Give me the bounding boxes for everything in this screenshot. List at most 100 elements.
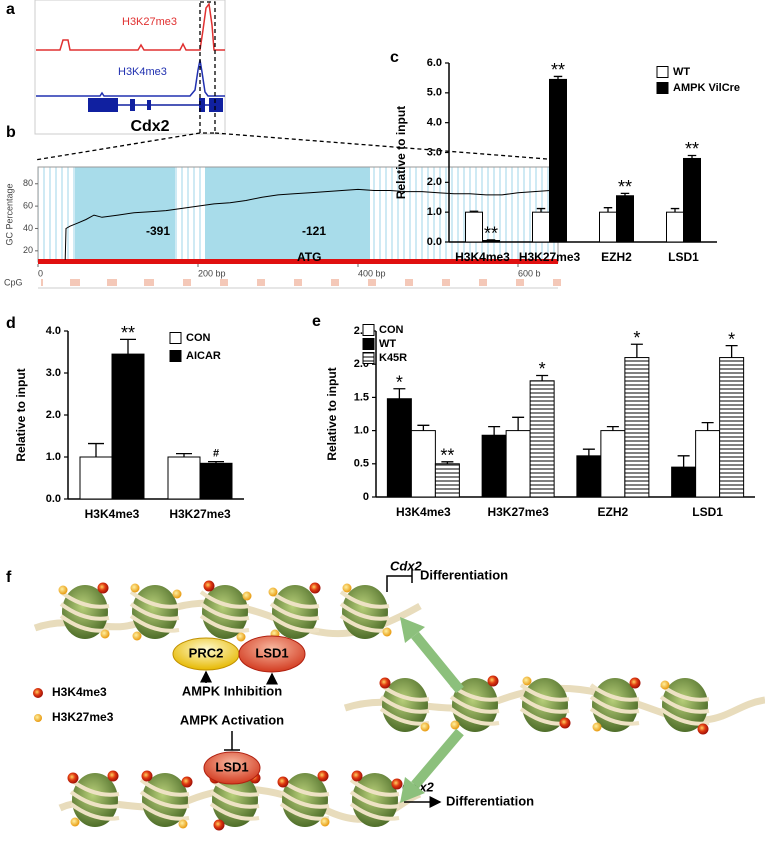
dna-wrap (349, 802, 400, 821)
error-bar (670, 207, 680, 213)
gene-exon (209, 98, 223, 112)
legend-swatch (362, 352, 375, 364)
significance: ** (618, 177, 632, 197)
bar (695, 430, 721, 498)
legend-swatch (362, 324, 375, 336)
error-bar (469, 210, 479, 213)
y-tick-label: 4.0 (46, 325, 61, 337)
gene-exon (199, 98, 205, 112)
y-tick-label: 2.0 (46, 409, 61, 421)
error-bar (630, 343, 643, 358)
dna-wrap (69, 802, 120, 821)
legend-label: H3K27me3 (52, 710, 114, 724)
condition: AMPK Activation (180, 712, 284, 727)
legend-swatch (169, 332, 182, 344)
gene-name: Cdx2 (390, 558, 423, 573)
error-bar (176, 452, 192, 457)
y-tick-label: 1.5 (354, 391, 369, 403)
bar (600, 430, 626, 498)
error-bar (603, 207, 613, 213)
dna-wrap (129, 614, 180, 633)
cpg-island (205, 167, 370, 262)
h3k27me3-mark (130, 583, 140, 593)
error-bar (620, 192, 630, 196)
significance: * (728, 329, 735, 349)
h3k4me3-mark (351, 770, 363, 782)
transition-arrow (411, 728, 464, 789)
x-tick-label: LSD1 (668, 250, 699, 264)
h3k27me3-mark (660, 680, 670, 690)
h3k27me3-mark (592, 722, 602, 732)
h3k27me3-mark (58, 585, 68, 595)
track-label: H3K4me3 (118, 66, 167, 78)
significance: * (396, 373, 403, 393)
bar (79, 456, 113, 500)
error-bar (687, 154, 697, 159)
significance: * (633, 328, 640, 348)
gc-line (64, 188, 559, 260)
h3k27me3-mark (236, 632, 246, 642)
error-bar (582, 448, 595, 456)
error-bar (417, 424, 430, 431)
bar (616, 195, 634, 243)
bar (624, 357, 650, 498)
error-bar (88, 442, 104, 457)
dna-wrap (659, 707, 710, 726)
bar (532, 211, 550, 243)
legend-label: CON (379, 324, 404, 336)
outcome: Differentiation (446, 793, 534, 808)
y-tick-label: 1.0 (354, 425, 369, 437)
outcome: Differentiation (420, 567, 508, 582)
h3k4me3-mark (181, 776, 193, 788)
h3k27me3-mark (450, 720, 460, 730)
bar (505, 430, 531, 498)
legend-swatch (169, 350, 182, 362)
h3k27me3-mark (178, 819, 188, 829)
h3k4me3-mark (309, 582, 321, 594)
gene-exon (147, 100, 151, 110)
h3k4me3-mark (97, 582, 109, 594)
error-bar (488, 425, 501, 436)
error-bar (120, 338, 136, 355)
legend-label: WT (673, 66, 690, 78)
complex-label: LSD1 (215, 759, 248, 774)
significance: ** (551, 60, 565, 80)
lsd1-complex (203, 751, 261, 785)
panel-label: b (6, 124, 16, 141)
error-bar (606, 425, 619, 431)
h3k4me3-mark (277, 776, 289, 788)
h3k27me3-mark (172, 589, 182, 599)
legend-swatch (656, 82, 669, 94)
y-tick-label: 3.0 (46, 367, 61, 379)
h3k4me3-mark (487, 675, 499, 687)
annotation: -121 (302, 224, 326, 238)
error-bar (553, 75, 563, 80)
significance: ** (484, 224, 498, 244)
genome-browser: H3K27me3 H3K4me3 Cdx2 (34, 0, 561, 161)
dna-wrap (69, 790, 120, 809)
legend-label: AICAR (186, 350, 221, 362)
legend-label: CON (186, 332, 211, 344)
zoom-line (214, 132, 561, 161)
significance: ** (440, 446, 454, 466)
y-axis-label: GC Percentage (4, 183, 14, 245)
h3k27me3-track (36, 2, 225, 51)
y-tick-label: 4.0 (427, 117, 442, 129)
dna-wrap (209, 802, 260, 821)
track-label: CpG (4, 277, 23, 287)
h3k4me3-track (36, 59, 225, 97)
y-tick-label: 0 (363, 491, 369, 503)
dna-wrap (59, 590, 110, 609)
legend-label: AMPK VilCre (673, 82, 740, 94)
dna-wrap (519, 695, 570, 714)
y-tick-label: 40 (23, 223, 33, 233)
inhibition-symbol (224, 731, 240, 751)
error-bar (441, 461, 454, 464)
bar (386, 398, 412, 498)
h3k27me3-mark (132, 631, 142, 641)
legend-label: H3K4me3 (52, 685, 107, 699)
panel-label: d (6, 315, 16, 332)
bar (481, 434, 507, 498)
error-bar (536, 207, 546, 213)
bar (719, 357, 745, 498)
